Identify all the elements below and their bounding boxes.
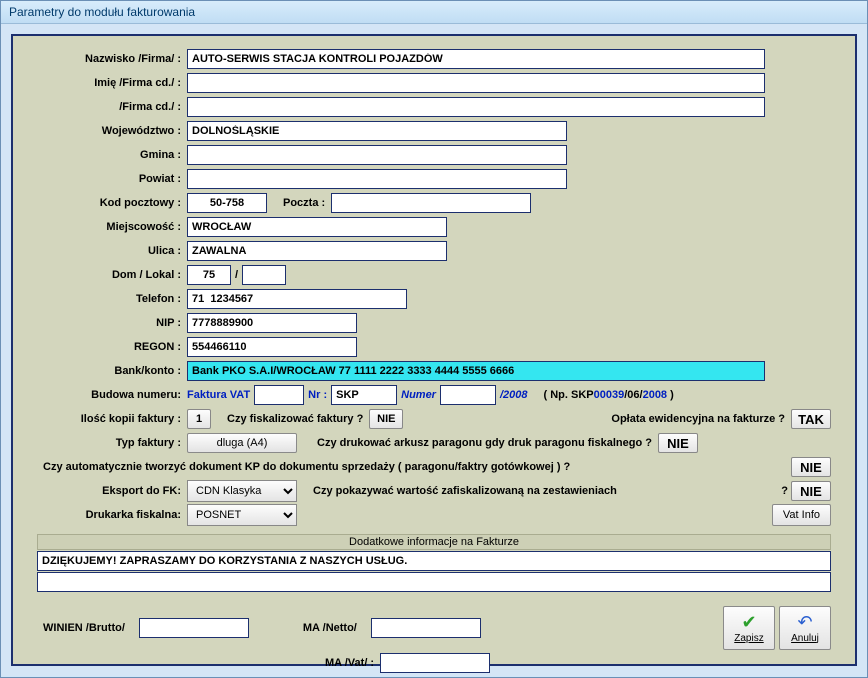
firmacd-field[interactable] <box>187 97 765 117</box>
dom-field[interactable] <box>187 265 231 285</box>
extra-line1[interactable] <box>37 551 831 571</box>
label-winien: WINIEN /Brutto/ <box>37 622 131 634</box>
anuluj-button[interactable]: ↶ Anuluj <box>779 606 831 650</box>
label-manetto: MA /Netto/ <box>297 622 363 634</box>
regon-field[interactable] <box>187 337 357 357</box>
gmina-field[interactable] <box>187 145 567 165</box>
label-typ: Typ faktury : <box>37 437 187 449</box>
mavat-field[interactable] <box>380 653 490 673</box>
telefon-field[interactable] <box>187 289 407 309</box>
label-eksport: Eksport do FK: <box>37 485 187 497</box>
check-icon: ✔ <box>741 613 756 631</box>
oplata-toggle[interactable]: TAK <box>791 409 831 429</box>
budowa-f2[interactable] <box>331 385 397 405</box>
budowa-fakturavat: Faktura VAT <box>187 389 250 401</box>
label-imie: Imię /Firma cd./ : <box>37 77 187 89</box>
label-powiat: Powiat : <box>37 173 187 185</box>
ulica-field[interactable] <box>187 241 447 261</box>
druk-toggle[interactable]: NIE <box>658 433 698 453</box>
label-kod: Kod pocztowy : <box>37 197 187 209</box>
label-woj: Województwo : <box>37 125 187 137</box>
zest-toggle[interactable]: NIE <box>791 481 831 501</box>
budowa-example: ( Np. SKP00039/06/2008 ) <box>544 389 674 401</box>
oplata-question: Opłata ewidencyjna na fakturze ? <box>605 413 791 425</box>
extra-title: Dodatkowe informacje na Fakturze <box>37 534 831 550</box>
lokal-field[interactable] <box>242 265 286 285</box>
typ-button[interactable]: dluga (A4) <box>187 433 297 453</box>
fisk-toggle[interactable]: NIE <box>369 409 403 429</box>
undo-icon: ↶ <box>797 613 812 631</box>
zest-question: Czy pokazywać wartość zafiskalizowaną na… <box>307 485 623 497</box>
extra-line2[interactable] <box>37 572 831 592</box>
label-dom: Dom / Lokal : <box>37 269 187 281</box>
zapisz-button[interactable]: ✔ Zapisz <box>723 606 775 650</box>
outer-panel: Nazwisko /Firma/ : Imię /Firma cd./ : /F… <box>1 24 867 676</box>
budowa-f1[interactable] <box>254 385 304 405</box>
auto-toggle[interactable]: NIE <box>791 457 831 477</box>
label-bank: Bank/konto : <box>37 365 187 377</box>
kod-field[interactable] <box>187 193 267 213</box>
label-miejsc: Miejscowość : <box>37 221 187 233</box>
label-gmina: Gmina : <box>37 149 187 161</box>
imie-field[interactable] <box>187 73 765 93</box>
label-nazwisko: Nazwisko /Firma/ : <box>37 53 187 65</box>
drukarka-select[interactable]: POSNET <box>187 504 297 526</box>
label-ilosc: Ilość kopii faktury : <box>37 413 187 425</box>
label-budowa: Budowa numeru: <box>37 389 187 401</box>
druk-question: Czy drukować arkusz paragonu gdy druk pa… <box>311 437 658 449</box>
fisk-question: Czy fiskalizować faktury ? <box>221 413 369 425</box>
label-ulica: Ulica : <box>37 245 187 257</box>
budowa-numerlbl: Numer <box>401 389 436 401</box>
app-window: Parametry do modułu fakturowania Nazwisk… <box>0 0 868 678</box>
vat-info-button[interactable]: Vat Info <box>772 504 831 526</box>
powiat-field[interactable] <box>187 169 567 189</box>
label-regon: REGON : <box>37 341 187 353</box>
manetto-field[interactable] <box>371 618 481 638</box>
bank-field[interactable] <box>187 361 765 381</box>
miejsc-field[interactable] <box>187 217 447 237</box>
nip-field[interactable] <box>187 313 357 333</box>
zapisz-label: Zapisz <box>734 633 763 644</box>
label-nip: NIP : <box>37 317 187 329</box>
eksport-select[interactable]: CDN Klasyka <box>187 480 297 502</box>
label-firmacd: /Firma cd./ : <box>37 101 187 113</box>
form-panel: Nazwisko /Firma/ : Imię /Firma cd./ : /F… <box>11 34 857 666</box>
label-telefon: Telefon : <box>37 293 187 305</box>
poczta-field[interactable] <box>331 193 531 213</box>
auto-question: Czy automatycznie tworzyć dokument KP do… <box>37 461 576 473</box>
window-title: Parametry do modułu fakturowania <box>1 1 867 24</box>
nazwisko-field[interactable] <box>187 49 765 69</box>
label-mavat: MA /Vat/ : <box>319 657 380 669</box>
anuluj-label: Anuluj <box>791 633 819 644</box>
woj-field[interactable] <box>187 121 567 141</box>
label-poczta: Poczta : <box>277 197 331 209</box>
label-drukarka: Drukarka fiskalna: <box>37 509 187 521</box>
winien-field[interactable] <box>139 618 249 638</box>
slash: / <box>235 269 238 281</box>
qmark-icon: ? <box>781 485 788 497</box>
budowa-yr: /2008 <box>500 389 528 401</box>
ilosc-button[interactable]: 1 <box>187 409 211 429</box>
budowa-f3[interactable] <box>440 385 496 405</box>
budowa-nrlbl: Nr : <box>308 389 327 401</box>
